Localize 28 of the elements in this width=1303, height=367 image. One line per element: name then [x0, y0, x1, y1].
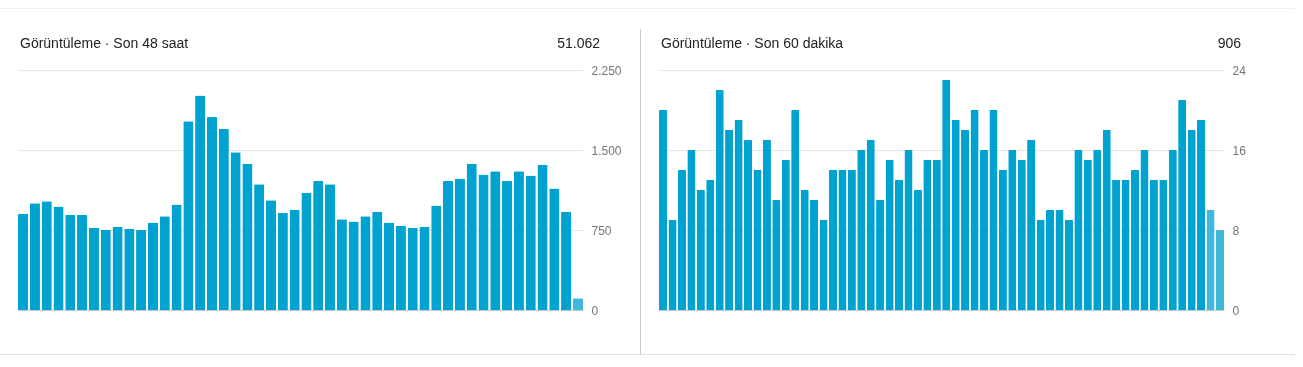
bar — [572, 298, 583, 310]
bar — [1215, 230, 1224, 310]
y-tick-label: 750 — [591, 223, 612, 238]
y-tick-label: 1.500 — [591, 143, 622, 158]
bar — [1045, 210, 1055, 310]
bar — [828, 170, 838, 310]
bar — [324, 184, 336, 310]
bar — [979, 150, 989, 310]
bar — [18, 214, 29, 310]
chart-title: Görüntüleme · Son 48 saat — [20, 35, 189, 51]
text: 51.062 — [557, 35, 600, 51]
chart-title: Görüntüleme · Son 60 dakika — [661, 35, 844, 51]
text: 906 — [1217, 35, 1241, 51]
bar — [206, 116, 218, 310]
bar — [659, 110, 668, 310]
bar — [743, 140, 753, 310]
y-tick-label: 0 — [1232, 303, 1240, 318]
bar — [894, 180, 904, 310]
bar — [383, 222, 395, 310]
y-tick-label: 8 — [1232, 223, 1240, 238]
bar — [1130, 170, 1140, 310]
bar — [147, 222, 159, 310]
bar — [442, 180, 454, 310]
y-tick-label: 16 — [1232, 143, 1247, 158]
bar — [265, 200, 277, 310]
y-tick-label: 24 — [1232, 63, 1247, 78]
y-tick-label: 0 — [591, 303, 599, 318]
y-tick-label: 2.250 — [591, 63, 622, 78]
